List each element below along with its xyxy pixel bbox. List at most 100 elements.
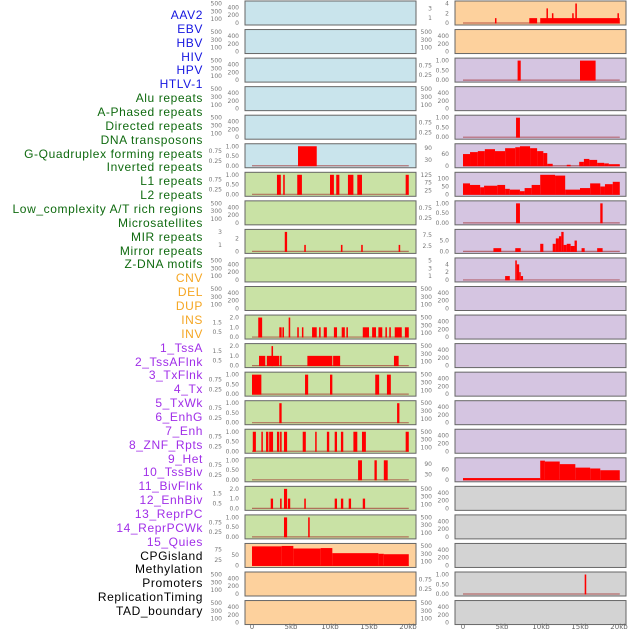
data-bar (543, 153, 548, 167)
y-tick-label: 100 (211, 273, 223, 280)
data-bar (516, 117, 520, 138)
data-bar (281, 545, 294, 566)
y-tick-label: 0 (445, 534, 449, 541)
y-tick-label: 0.75 (209, 177, 223, 184)
data-bar (308, 517, 310, 538)
data-bar (252, 431, 256, 452)
data-bar (389, 327, 391, 338)
y-tick-label: 400 (228, 62, 240, 69)
y-tick-label: 50 (231, 552, 239, 559)
data-bar (540, 174, 556, 195)
data-bar (480, 187, 485, 195)
data-bar (612, 181, 620, 195)
y-tick-label: 1.0 (229, 353, 239, 360)
track-label: AAV2 (170, 8, 203, 22)
y-tick-label: 1.5 (212, 491, 222, 498)
y-tick-label: 90 (424, 145, 432, 152)
y-tick-label: 200 (438, 555, 450, 562)
y-tick-label: 0 (235, 106, 239, 113)
track-panel (454, 400, 627, 426)
y-tick-label: 0.50 (226, 439, 240, 446)
data-bar (282, 327, 284, 338)
data-bar (276, 174, 281, 195)
data-bar (516, 203, 520, 224)
y-tick-label: 300 (211, 123, 223, 130)
y-tick-label: 100 (421, 444, 433, 451)
track-label: 6_EnhG (155, 409, 203, 424)
y-tick-label: 4 (445, 1, 449, 8)
y-tick-label: 300 (421, 408, 433, 415)
track-panel (454, 600, 627, 626)
data-bar (493, 248, 502, 252)
track-label: Microsatellites (117, 215, 203, 230)
y-tick-label: 1.00 (226, 172, 240, 179)
y-tick-label: 400 (228, 4, 240, 11)
data-bar (405, 174, 409, 195)
data-bar (505, 148, 516, 167)
y-tick-label: 0.00 (436, 591, 450, 598)
data-bar (385, 327, 387, 338)
track-label: DUP (175, 299, 203, 314)
track-label: HPV (176, 63, 203, 78)
data-bar (398, 244, 401, 252)
data-bar (361, 244, 363, 252)
y-tick-label: 0.5 (212, 329, 222, 336)
y-tick-label: 300 (421, 522, 433, 529)
data-bar (347, 174, 354, 195)
data-bar (394, 327, 402, 338)
data-bar (572, 13, 574, 24)
track-label: ReplicationTiming (97, 590, 203, 605)
track-panel (454, 371, 627, 397)
y-tick-label: 0.75 (209, 519, 223, 526)
y-tick-label: 500 (421, 429, 433, 436)
y-tick-label: 1.00 (436, 200, 450, 207)
y-tick-label: 200 (228, 612, 240, 619)
y-tick-label: 1.00 (226, 143, 240, 150)
y-tick-label: 200 (228, 269, 240, 276)
track-panel (244, 29, 417, 55)
y-tick-label: 100 (421, 359, 433, 366)
y-tick-label: 0 (445, 191, 449, 198)
data-bar (604, 184, 613, 195)
y-tick-label: 0.75 (419, 576, 433, 583)
data-bar (326, 431, 330, 452)
y-tick-label: 0.25 (209, 158, 223, 165)
y-tick-label: 0.0 (229, 363, 239, 370)
track-panel (454, 29, 627, 55)
data-bar (463, 183, 471, 195)
y-tick-label: 0 (445, 420, 449, 427)
y-tick-label: 100 (211, 16, 223, 23)
data-bar (529, 18, 538, 24)
x-tick-label: 20kb (399, 623, 417, 630)
track-panel (244, 143, 417, 169)
data-bar (312, 327, 317, 338)
data-bar (484, 185, 498, 195)
data-bar (581, 248, 585, 252)
data-bar (270, 498, 274, 509)
x-tick-label: 5kb (496, 623, 510, 630)
track-panel (454, 257, 627, 283)
data-bar (288, 317, 291, 338)
y-tick-label: 0 (445, 306, 449, 313)
data-bar (515, 260, 517, 281)
track-panel (454, 428, 627, 454)
data-bar (516, 264, 520, 281)
track-label: 8_ZNF_Rpts (128, 437, 203, 452)
y-tick-label: 500 (421, 86, 433, 93)
y-tick-label: 300 (211, 8, 223, 15)
y-tick-label: 2.0 (229, 315, 239, 322)
y-tick-label: 2.0 (229, 343, 239, 350)
data-bar (353, 431, 358, 452)
y-tick-label: 100 (211, 216, 223, 223)
data-bar (580, 60, 596, 81)
y-tick-label: 200 (438, 41, 450, 48)
data-bar (383, 554, 409, 566)
y-tick-label: 0.00 (226, 420, 240, 427)
track-panel (244, 485, 417, 511)
data-bar (279, 327, 282, 338)
y-tick-label: 0.50 (226, 381, 240, 388)
data-bar (372, 327, 377, 338)
data-bar (604, 163, 609, 167)
track-panel (244, 257, 417, 283)
y-tick-label: 2 (445, 10, 449, 17)
